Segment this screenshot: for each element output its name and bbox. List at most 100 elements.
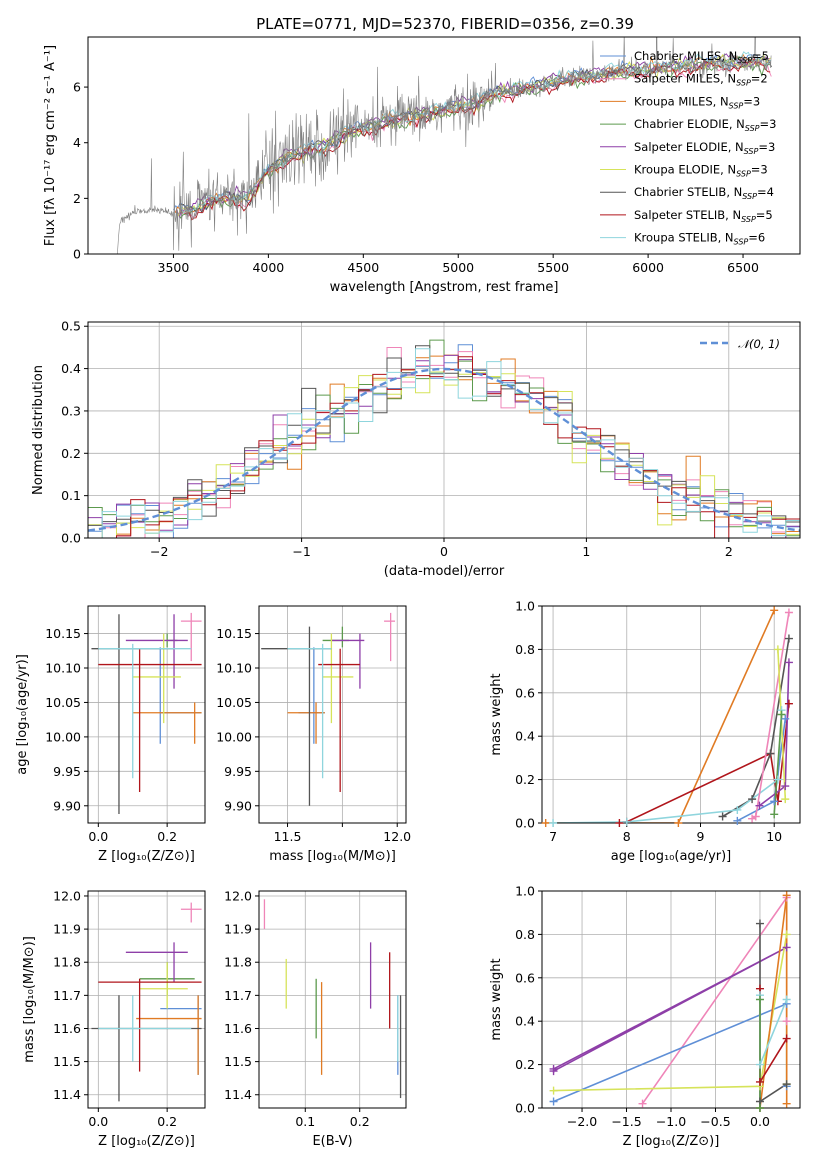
series-marker-1-3 bbox=[770, 606, 779, 615]
y-tick-label: 9.95 bbox=[53, 764, 81, 779]
plot-area bbox=[88, 339, 800, 538]
axes-frame bbox=[87, 890, 206, 1109]
x-tick-label: 10 bbox=[766, 829, 782, 844]
series-marker-1-1 bbox=[541, 819, 550, 827]
x-tick-label: 6000 bbox=[632, 260, 664, 275]
legend-subscript: SSP bbox=[744, 147, 759, 156]
panel-mass_vs_Z: 0.0 0.2 11.4 11.5 11.6 11.7 11.8 11.9 12.0 Z [log… bbox=[22, 888, 206, 1149]
y-tick-label: 0.0 bbox=[515, 816, 535, 831]
legend-label-4: Chabrier ELODIE, NSSP=3 bbox=[634, 117, 776, 133]
series-marker-8-2 bbox=[781, 795, 790, 804]
x-tick-label: 11.5 bbox=[274, 829, 302, 844]
legend-label-3: Kroupa MILES, NSSP=3 bbox=[634, 94, 760, 110]
legend-subscript: SSP bbox=[736, 79, 751, 88]
y-tick-label: 0.0 bbox=[515, 1101, 535, 1116]
x-axis-label: Z [log₁₀(Z/Z⊙)] bbox=[98, 849, 195, 864]
y-tick-label: 11.8 bbox=[224, 955, 252, 970]
x-tick-label: 0.0 bbox=[750, 1114, 770, 1129]
chart-panels: 3500 4000 4500 5000 5500 6000 6500 0 2 4 6 waveleng… bbox=[15, 36, 801, 1149]
y-tick-label: 0.1 bbox=[61, 488, 81, 503]
series-marker-2-2 bbox=[782, 943, 791, 952]
legend-label-normal: 𝒩(0, 1) bbox=[738, 337, 780, 351]
legend-text: Chabrier MILES, N bbox=[634, 49, 737, 63]
legend-text: =6 bbox=[748, 231, 765, 245]
legend-text: Kroupa STELIB, N bbox=[634, 231, 734, 245]
normal-curve bbox=[88, 367, 800, 532]
series-marker-3-4 bbox=[784, 634, 793, 643]
y-tick-label: 10.10 bbox=[216, 661, 252, 676]
x-tick-label: −1 bbox=[292, 544, 310, 559]
legend-text: =2 bbox=[751, 72, 768, 86]
x-tick-label: 7 bbox=[549, 829, 557, 844]
series-marker-8-2 bbox=[755, 1060, 764, 1069]
gridlines bbox=[88, 606, 205, 823]
series-marker-4-3 bbox=[733, 805, 742, 814]
y-tick-label: 11.4 bbox=[224, 1087, 252, 1102]
y-tick-label: 10.05 bbox=[216, 695, 252, 710]
series-marker-7-3 bbox=[782, 1034, 791, 1043]
y-tick-label: 10.15 bbox=[45, 626, 81, 641]
legend-subscript: SSP bbox=[742, 192, 757, 201]
series-marker-9-1 bbox=[755, 1104, 764, 1112]
series-marker-4-3 bbox=[782, 930, 791, 939]
axes-frame bbox=[258, 605, 407, 824]
y-tick-label: 0.6 bbox=[515, 685, 535, 700]
x-tick-label: −1.5 bbox=[611, 1114, 641, 1129]
series-marker-8-3 bbox=[782, 995, 791, 1004]
x-tick-label: 4000 bbox=[252, 260, 284, 275]
plot-area bbox=[261, 612, 396, 806]
x-tick-label: 8 bbox=[623, 829, 631, 844]
x-tick-label: 0.1 bbox=[295, 1114, 315, 1129]
series-marker-9-1 bbox=[770, 810, 779, 819]
legend-label-5: Salpeter ELODIE, NSSP=3 bbox=[634, 140, 775, 156]
y-tick-label: 11.6 bbox=[53, 1021, 81, 1036]
x-tick-label: 3500 bbox=[158, 260, 190, 275]
series-marker-6-4 bbox=[782, 1080, 791, 1089]
axes-frame bbox=[87, 605, 206, 824]
y-tick-label: 0.0 bbox=[61, 531, 81, 546]
x-tick-label: 1 bbox=[582, 544, 590, 559]
y-axis-label: Normed distribution bbox=[31, 365, 46, 495]
series-marker-9-2 bbox=[755, 995, 764, 1004]
gridlines bbox=[259, 891, 406, 1108]
plot-area bbox=[263, 899, 402, 1099]
series-line-1 bbox=[545, 609, 775, 823]
series-marker-3-2 bbox=[748, 795, 757, 804]
series-marker-8-1 bbox=[773, 645, 782, 654]
x-axis-label: E(B-V) bbox=[312, 1134, 352, 1149]
series-marker-4-1 bbox=[549, 1086, 558, 1095]
panel-residuals: −2 −1 0 1 2 0.0 0.1 0.2 0.3 0.4 0.5 (data-model)/er… bbox=[31, 319, 801, 579]
y-tick-label: 11.6 bbox=[224, 1021, 252, 1036]
series-marker-9-2 bbox=[777, 710, 786, 719]
series-marker-6-2 bbox=[751, 812, 760, 821]
legend-subscript: SSP bbox=[729, 101, 744, 110]
y-tick-label: 9.90 bbox=[53, 798, 81, 813]
series-marker-7-1 bbox=[755, 801, 764, 810]
x-tick-label: −0.5 bbox=[700, 1114, 730, 1129]
series-marker-1-2 bbox=[674, 819, 683, 827]
legend-text: =5 bbox=[756, 208, 773, 222]
legend-subscript: SSP bbox=[736, 170, 751, 179]
y-axis-label: mass weight bbox=[489, 673, 504, 755]
x-axis-label: (data-model)/error bbox=[384, 564, 505, 579]
y-tick-label: 11.8 bbox=[53, 955, 81, 970]
legend-text: Salpeter ELODIE, N bbox=[634, 140, 744, 154]
y-tick-label: 11.9 bbox=[224, 922, 252, 937]
series-marker-7-3 bbox=[784, 658, 793, 667]
y-axis-label: mass [log₁₀(M/M⊙)] bbox=[22, 936, 37, 1063]
x-axis-label: wavelength [Angstrom, rest frame] bbox=[330, 280, 559, 295]
y-tick-label: 0.2 bbox=[515, 772, 535, 787]
y-tick-label: 1.0 bbox=[515, 599, 535, 614]
y-tick-label: 11.5 bbox=[53, 1054, 81, 1069]
legend-text: =4 bbox=[757, 185, 774, 199]
legend-label-2: Salpeter MILES, NSSP=2 bbox=[634, 72, 768, 88]
x-tick-label: 6500 bbox=[727, 260, 759, 275]
y-tick-label: 9.90 bbox=[224, 798, 252, 813]
legend-subscript: SSP bbox=[745, 124, 760, 133]
plot-area bbox=[91, 902, 202, 1102]
series-marker-6-2 bbox=[755, 919, 764, 928]
y-tick-label: 0.4 bbox=[515, 729, 535, 744]
y-tick-label: 0.3 bbox=[61, 403, 81, 418]
legend: Chabrier MILES, N SSP =5 Salpeter MILES, NS… bbox=[600, 49, 776, 247]
